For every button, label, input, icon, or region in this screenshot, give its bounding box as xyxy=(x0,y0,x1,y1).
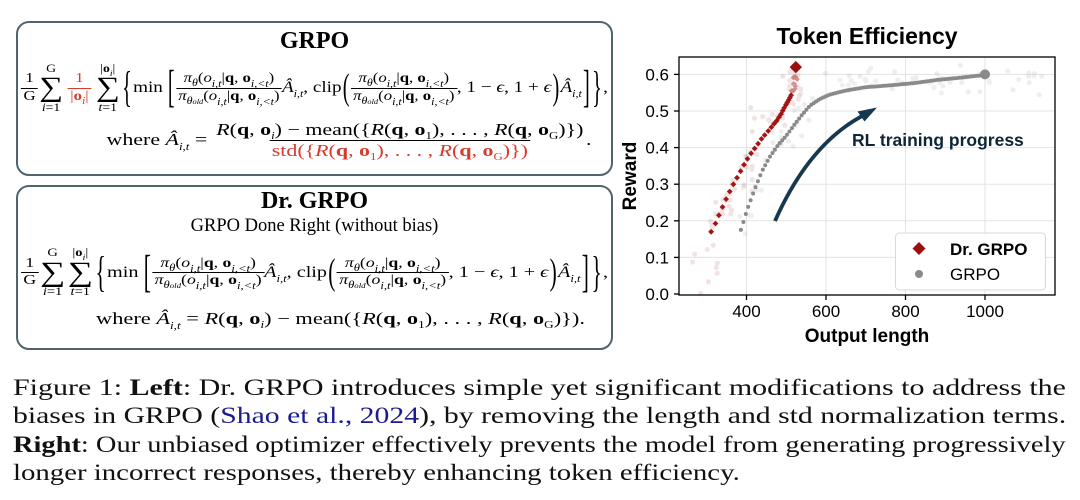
svg-text:Dr. GRPO: Dr. GRPO xyxy=(950,240,1027,259)
svg-text:RL training progress: RL training progress xyxy=(852,130,1024,150)
svg-text:Token Efficiency: Token Efficiency xyxy=(776,23,957,49)
svg-text:Reward: Reward xyxy=(620,142,641,211)
svg-text:Output length: Output length xyxy=(805,326,930,347)
svg-text:400: 400 xyxy=(732,302,760,321)
svg-text:1000: 1000 xyxy=(966,302,1004,321)
svg-text:0.1: 0.1 xyxy=(645,248,669,267)
svg-text:0.2: 0.2 xyxy=(645,212,669,231)
svg-text:0.4: 0.4 xyxy=(645,139,669,158)
svg-text:600: 600 xyxy=(812,302,840,321)
svg-text:GRPO: GRPO xyxy=(950,265,1000,284)
svg-text:0.0: 0.0 xyxy=(645,285,669,304)
svg-text:0.5: 0.5 xyxy=(645,102,669,121)
svg-text:0.3: 0.3 xyxy=(645,175,669,194)
svg-text:800: 800 xyxy=(891,302,919,321)
svg-text:0.6: 0.6 xyxy=(645,65,669,84)
